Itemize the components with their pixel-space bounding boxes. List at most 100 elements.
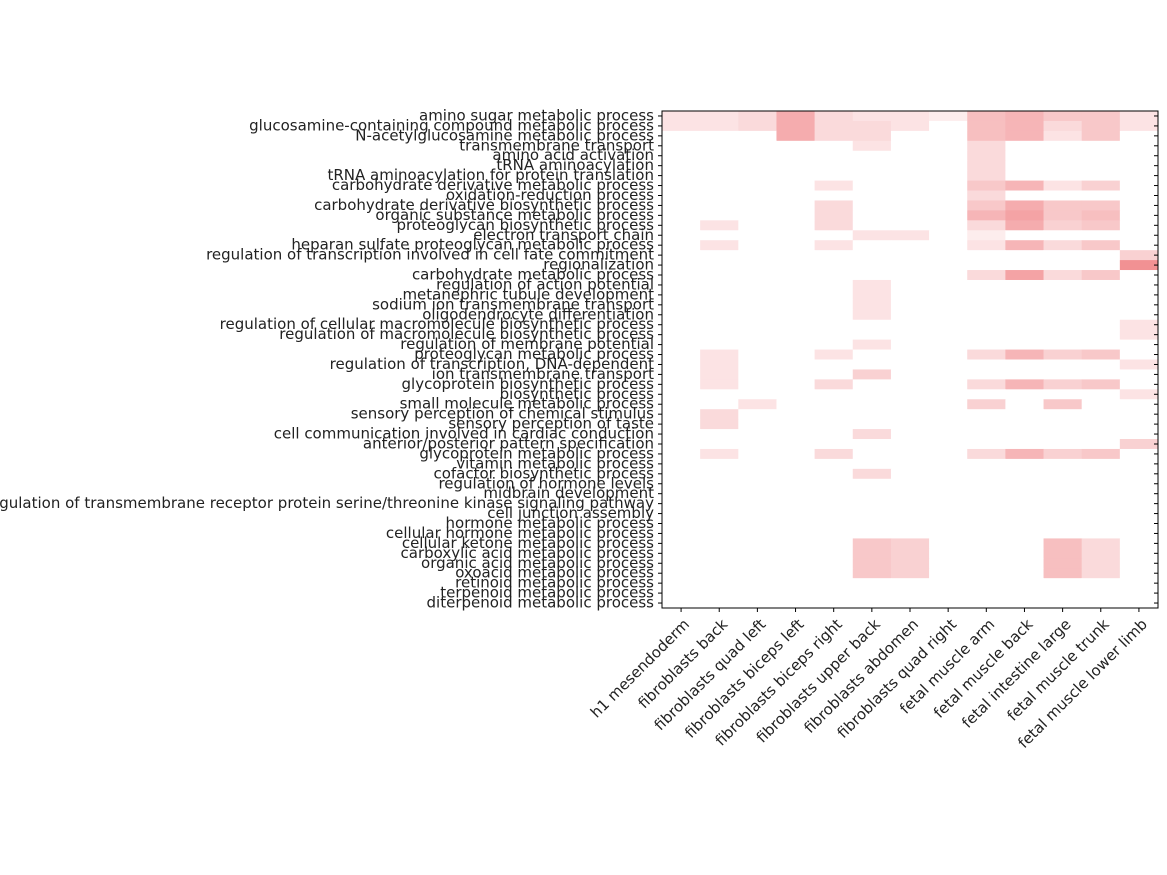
y-tick-label: carboxylic acid metabolic process — [401, 544, 655, 562]
heatmap-cell — [738, 488, 777, 500]
heatmap-cell — [890, 200, 930, 211]
heatmap-cell — [700, 399, 739, 410]
heatmap-cell — [967, 488, 1006, 500]
y-tick-label: regulation of transcription, DNA-depende… — [330, 355, 654, 373]
heatmap-cell — [967, 250, 1006, 261]
heatmap-cell — [852, 439, 892, 450]
heatmap-cell — [852, 250, 892, 261]
heatmap-cell — [700, 488, 739, 500]
heatmap-cell — [967, 498, 1006, 510]
heatmap-cell — [662, 389, 701, 400]
heatmap-cell — [967, 220, 1006, 231]
heatmap-cell — [967, 588, 1006, 599]
heatmap-cell — [662, 279, 701, 291]
heatmap-cell — [776, 399, 816, 410]
heatmap-cell — [814, 140, 854, 152]
y-tick-label: carbohydrate derivative metabolic proces… — [332, 176, 654, 194]
heatmap-cell — [700, 568, 739, 579]
heatmap-cell — [776, 230, 816, 241]
heatmap-cell — [1043, 429, 1083, 440]
heatmap-cell — [700, 299, 739, 311]
y-tick-label: terpenoid metabolic process — [440, 584, 654, 602]
heatmap-cell — [776, 130, 816, 142]
heatmap-cell — [776, 468, 816, 480]
y-tick-label: oxoacid metabolic process — [455, 564, 654, 582]
heatmap-cell — [1081, 528, 1121, 539]
heatmap-cell — [1043, 279, 1083, 291]
heatmap-cell — [776, 359, 816, 370]
heatmap-cell — [814, 319, 854, 331]
heatmap-cell — [967, 389, 1006, 400]
heatmap-cell — [814, 260, 854, 271]
heatmap-cell — [929, 478, 968, 490]
heatmap-cell — [929, 498, 968, 510]
heatmap-cell — [1005, 309, 1045, 321]
heatmap-cell — [1119, 448, 1159, 460]
heatmap-cell — [890, 488, 930, 500]
heatmap-cell — [1081, 319, 1121, 331]
heatmap-cell — [929, 439, 968, 450]
heatmap-cell — [1119, 339, 1159, 351]
heatmap-cell — [1119, 150, 1159, 162]
heatmap-cell — [738, 359, 777, 370]
heatmap-cell — [738, 458, 777, 470]
heatmap-cell — [776, 250, 816, 261]
y-tick-label: transmembrane transport — [459, 136, 654, 154]
heatmap-cell — [967, 210, 1006, 221]
heatmap-cell — [1081, 359, 1121, 370]
y-tick-label: organic acid metabolic process — [421, 554, 654, 572]
heatmap-cell — [814, 598, 854, 609]
heatmap-cell — [1081, 598, 1121, 609]
heatmap-cell — [1081, 329, 1121, 341]
heatmap-cell — [738, 140, 777, 152]
heatmap-cell — [1043, 409, 1083, 420]
heatmap-cell — [738, 548, 777, 559]
y-tick-label: sodium ion transmembrane transport — [372, 295, 654, 313]
y-tick-label: oligodendrocyte differentiation — [422, 305, 654, 323]
heatmap-cell — [776, 389, 816, 400]
heatmap-cell — [1119, 548, 1159, 559]
heatmap-cell — [700, 578, 739, 589]
heatmap-cell — [1081, 399, 1121, 410]
heatmap-cell — [890, 319, 930, 331]
heatmap-cell — [700, 130, 739, 142]
heatmap-cell — [1119, 518, 1159, 529]
heatmap-cell — [852, 448, 892, 460]
heatmap-cell — [738, 220, 777, 231]
heatmap-cell — [738, 250, 777, 261]
heatmap-cell — [776, 379, 816, 390]
heatmap-cell — [890, 140, 930, 152]
heatmap-cell — [814, 359, 854, 370]
heatmap-cell — [1005, 488, 1045, 500]
heatmap-cell — [1119, 160, 1159, 172]
heatmap-cell — [1043, 130, 1083, 142]
heatmap-cell — [700, 319, 739, 331]
heatmap-cell — [1005, 429, 1045, 440]
y-tick-label: glycoprotein metabolic process — [419, 444, 654, 462]
heatmap-cell — [1081, 419, 1121, 430]
y-tick-label: tRNA aminoacylation for protein translat… — [327, 166, 654, 184]
heatmap-cell — [738, 309, 777, 321]
heatmap-cell — [1081, 379, 1121, 390]
heatmap-cell — [1043, 240, 1083, 251]
heatmap-cell — [929, 349, 968, 360]
heatmap-cell — [1043, 120, 1083, 132]
heatmap-cell — [890, 578, 930, 589]
heatmap-cell — [1043, 419, 1083, 430]
heatmap-cell — [1005, 468, 1045, 480]
heatmap-cell — [700, 170, 739, 182]
heatmap-cell — [1005, 558, 1045, 569]
heatmap-cell — [1081, 518, 1121, 529]
heatmap-cell — [1119, 369, 1159, 380]
heatmap-cell — [700, 200, 739, 211]
heatmap-cell — [738, 598, 777, 609]
heatmap-cell — [662, 429, 701, 440]
y-tick-label: proteoglycan metabolic process — [414, 345, 654, 363]
heatmap-cell — [738, 468, 777, 480]
heatmap-cell — [929, 409, 968, 420]
heatmap-cell — [890, 389, 930, 400]
heatmap-cell — [1119, 190, 1159, 201]
heatmap-cell — [700, 498, 739, 510]
heatmap-cell — [776, 260, 816, 271]
heatmap-cell — [1119, 130, 1159, 142]
